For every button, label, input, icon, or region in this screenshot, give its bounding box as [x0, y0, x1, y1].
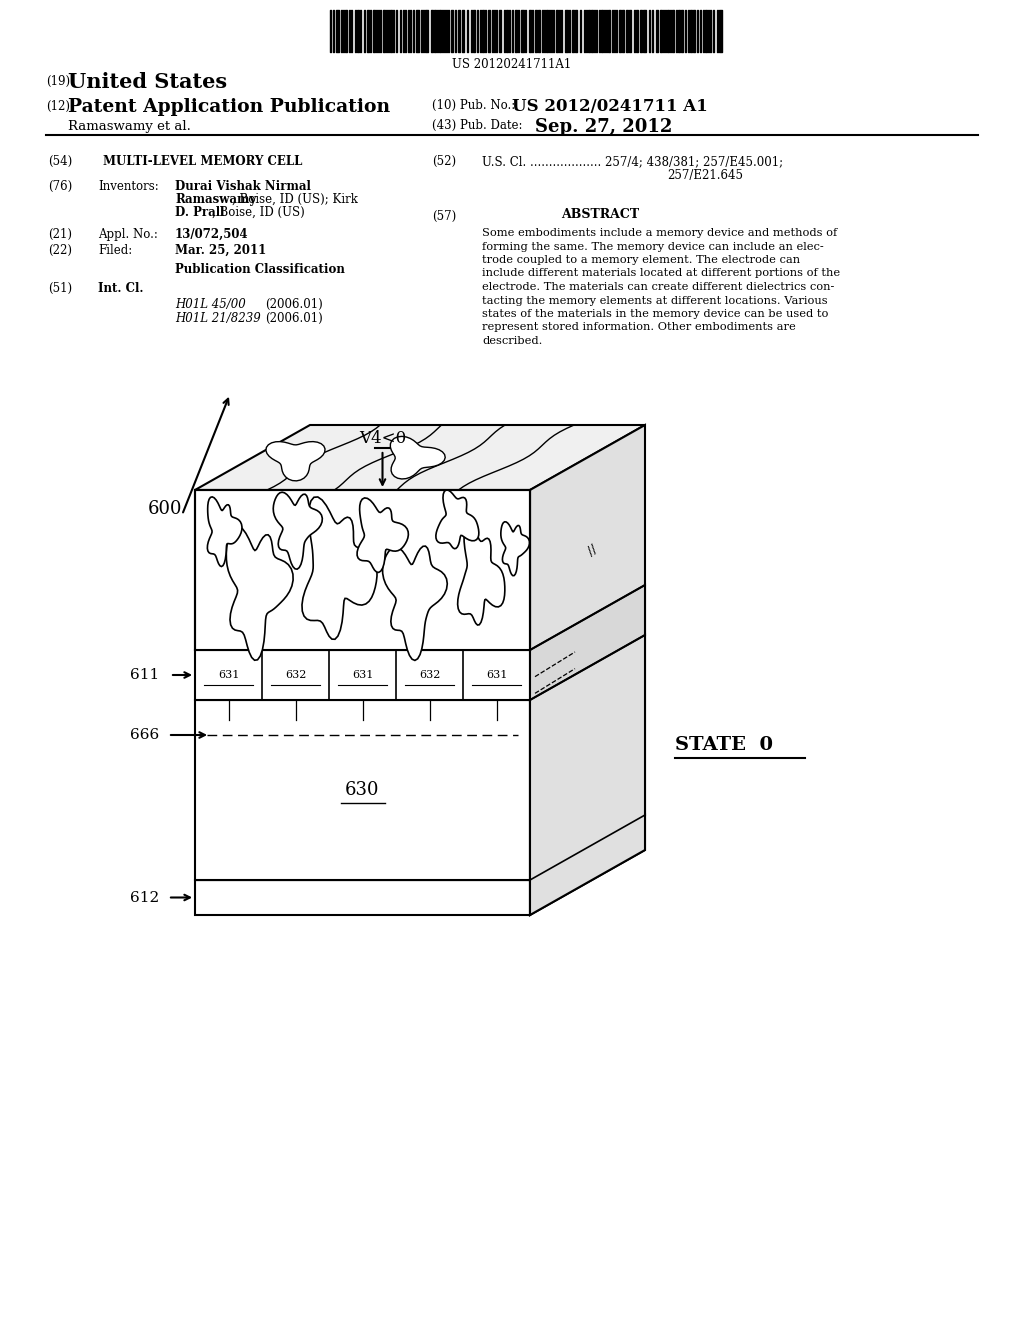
Polygon shape	[530, 635, 645, 880]
Text: (10) Pub. No.:: (10) Pub. No.:	[432, 99, 515, 112]
Polygon shape	[226, 525, 293, 660]
Text: //: //	[586, 543, 600, 558]
Polygon shape	[357, 498, 409, 573]
Polygon shape	[195, 490, 530, 649]
Text: (52): (52)	[432, 154, 456, 168]
Text: trode coupled to a memory element. The electrode can: trode coupled to a memory element. The e…	[482, 255, 800, 265]
Polygon shape	[195, 700, 530, 880]
Polygon shape	[390, 437, 445, 479]
Polygon shape	[530, 425, 645, 915]
Text: H01L 21/8239: H01L 21/8239	[175, 312, 261, 325]
Text: Publication Classification: Publication Classification	[175, 263, 345, 276]
Polygon shape	[383, 546, 447, 660]
Text: 631: 631	[352, 671, 373, 680]
Polygon shape	[195, 425, 645, 490]
Text: 600: 600	[148, 500, 182, 517]
Text: MULTI-LEVEL MEMORY CELL: MULTI-LEVEL MEMORY CELL	[103, 154, 302, 168]
Text: (21): (21)	[48, 228, 72, 242]
Text: (57): (57)	[432, 210, 457, 223]
Text: Appl. No.:: Appl. No.:	[98, 228, 158, 242]
Text: (76): (76)	[48, 180, 73, 193]
Text: United States: United States	[68, 73, 227, 92]
Text: represent stored information. Other embodiments are: represent stored information. Other embo…	[482, 322, 796, 333]
Text: Patent Application Publication: Patent Application Publication	[68, 98, 390, 116]
Polygon shape	[195, 880, 530, 915]
Text: D. Prall: D. Prall	[175, 206, 224, 219]
Polygon shape	[266, 442, 325, 480]
Text: (43) Pub. Date:: (43) Pub. Date:	[432, 119, 522, 132]
Text: ABSTRACT: ABSTRACT	[561, 209, 639, 220]
Text: Durai Vishak Nirmal: Durai Vishak Nirmal	[175, 180, 311, 193]
Text: 631: 631	[218, 671, 240, 680]
Polygon shape	[530, 585, 645, 700]
Text: 611: 611	[130, 668, 160, 682]
Polygon shape	[302, 496, 377, 639]
Text: 630: 630	[345, 781, 380, 799]
Text: Filed:: Filed:	[98, 244, 132, 257]
Text: 13/072,504: 13/072,504	[175, 228, 249, 242]
Text: US 20120241711A1: US 20120241711A1	[453, 58, 571, 71]
Text: H01L 45/00: H01L 45/00	[175, 298, 246, 312]
Text: US 2012/0241711 A1: US 2012/0241711 A1	[512, 98, 708, 115]
Polygon shape	[207, 496, 242, 566]
Text: 632: 632	[419, 671, 440, 680]
Polygon shape	[273, 492, 323, 569]
Text: , Boise, ID (US): , Boise, ID (US)	[212, 206, 305, 219]
Text: (2006.01): (2006.01)	[265, 312, 323, 325]
Text: , Boise, ID (US); Kirk: , Boise, ID (US); Kirk	[232, 193, 357, 206]
Text: 257/E21.645: 257/E21.645	[667, 169, 743, 182]
Text: (54): (54)	[48, 154, 73, 168]
Polygon shape	[501, 521, 529, 576]
Polygon shape	[436, 490, 479, 549]
Polygon shape	[530, 814, 645, 915]
Text: 612: 612	[130, 891, 160, 904]
Text: Some embodiments include a memory device and methods of: Some embodiments include a memory device…	[482, 228, 838, 238]
Text: tacting the memory elements at different locations. Various: tacting the memory elements at different…	[482, 296, 827, 305]
Text: STATE  0: STATE 0	[675, 737, 773, 754]
Text: U.S. Cl. ................... 257/4; 438/381; 257/E45.001;: U.S. Cl. ................... 257/4; 438/…	[482, 154, 783, 168]
Text: Ramaswamy: Ramaswamy	[175, 193, 256, 206]
Polygon shape	[195, 649, 530, 700]
Text: states of the materials in the memory device can be used to: states of the materials in the memory de…	[482, 309, 828, 319]
Text: Ramaswamy et al.: Ramaswamy et al.	[68, 120, 190, 133]
Polygon shape	[458, 524, 505, 626]
Text: 631: 631	[485, 671, 507, 680]
Text: (51): (51)	[48, 282, 72, 294]
Text: Inventors:: Inventors:	[98, 180, 159, 193]
Text: 666: 666	[130, 729, 160, 742]
Text: Int. Cl.: Int. Cl.	[98, 282, 143, 294]
Polygon shape	[195, 490, 530, 649]
Polygon shape	[195, 814, 645, 880]
Text: Sep. 27, 2012: Sep. 27, 2012	[535, 117, 673, 136]
Text: (12): (12)	[46, 100, 70, 114]
Text: V4<0: V4<0	[358, 430, 407, 447]
Text: electrode. The materials can create different dielectrics con-: electrode. The materials can create diff…	[482, 282, 835, 292]
Text: Mar. 25, 2011: Mar. 25, 2011	[175, 244, 266, 257]
Text: (19): (19)	[46, 75, 70, 88]
Text: (22): (22)	[48, 244, 72, 257]
Text: 632: 632	[285, 671, 306, 680]
Text: include different materials located at different portions of the: include different materials located at d…	[482, 268, 840, 279]
Text: (2006.01): (2006.01)	[265, 298, 323, 312]
Text: described.: described.	[482, 337, 543, 346]
Text: forming the same. The memory device can include an elec-: forming the same. The memory device can …	[482, 242, 823, 252]
